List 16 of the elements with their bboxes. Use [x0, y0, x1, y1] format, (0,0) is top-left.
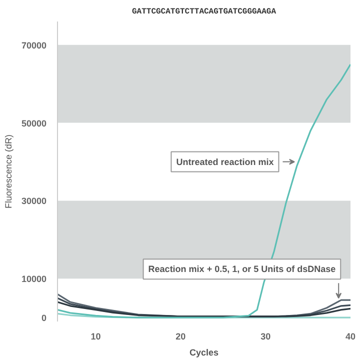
x-tick-label: 40 [345, 332, 356, 342]
text: GATTCGCATGTCTTACAGTGATCGGGAAGA [132, 8, 276, 16]
x-tick-label: 30 [260, 332, 271, 342]
x-axis-title: Cycles [189, 348, 219, 358]
y-tick-label: 30000 [21, 196, 47, 206]
x-tick-label: 10 [90, 332, 101, 342]
x-tick-label: 20 [176, 332, 186, 342]
annotation: Reaction mix + 0.5, 1, or 5 Units of dsDNase [148, 264, 336, 274]
y-tick-label: 0 [41, 313, 47, 324]
y-tick-label: 70000 [21, 40, 47, 50]
annotation: Untreated reaction mix [176, 156, 274, 167]
y-axis-title: Fluorescence (dR) [3, 134, 14, 209]
line-series [58, 301, 350, 318]
line-series [58, 64, 350, 318]
y-tick-label: 50000 [21, 118, 47, 128]
y-tick-label: 10000 [21, 274, 47, 284]
